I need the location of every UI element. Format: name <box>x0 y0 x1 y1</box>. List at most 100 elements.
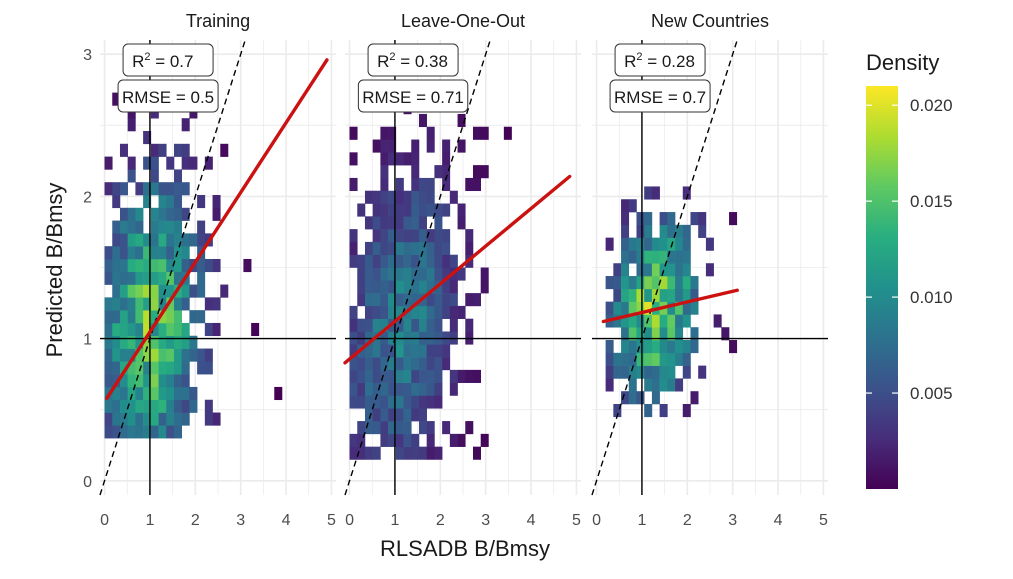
density-tile <box>675 288 684 302</box>
density-tile <box>411 433 420 447</box>
density-tile <box>150 143 159 157</box>
density-tile <box>705 263 714 277</box>
legend-tick-label: 0.005 <box>910 384 953 403</box>
density-tile <box>465 293 474 307</box>
density-tile <box>442 203 451 217</box>
density-tile <box>659 237 668 251</box>
density-tile <box>119 425 128 439</box>
density-tile <box>135 348 144 362</box>
density-tile <box>158 335 167 349</box>
density-tile <box>644 404 653 418</box>
density-tile <box>372 254 381 268</box>
x-tick-label: 4 <box>774 512 783 529</box>
panel-2: Leave-One-Out R2 = 0.38 RMSE = 0.71 0 1 2 3 4 5 <box>343 11 581 529</box>
r2-label-text: R2 = 0.28 <box>624 51 695 71</box>
density-tile <box>465 421 474 435</box>
density-tile <box>119 348 128 362</box>
density-tile <box>675 327 684 341</box>
density-tile <box>628 314 637 328</box>
density-tile <box>204 297 213 311</box>
density-tile <box>465 177 474 192</box>
density-tile <box>197 348 206 362</box>
density-tile <box>411 190 420 204</box>
density-tile <box>357 421 366 435</box>
y-tick-label: 2 <box>83 189 92 206</box>
legend-tick-label: 0.010 <box>910 288 953 307</box>
density-tile <box>357 433 366 447</box>
rmse-label: RMSE = 0.5 <box>117 79 219 113</box>
density-tile <box>403 280 412 294</box>
density-tile <box>395 190 404 204</box>
rmse-label-box <box>609 79 711 113</box>
density-tile <box>349 241 358 256</box>
density-tile <box>380 139 389 153</box>
density-tile <box>349 433 358 447</box>
density-tile <box>395 357 404 371</box>
density-tile <box>480 126 489 140</box>
density-tile <box>135 374 144 388</box>
density-tile <box>189 348 198 362</box>
density-tile <box>705 237 714 251</box>
density-tile <box>349 446 358 460</box>
density-tile <box>418 357 427 371</box>
density-tile <box>434 357 443 371</box>
density-tile <box>636 250 645 264</box>
density-tile <box>380 165 389 179</box>
density-tile <box>274 386 283 401</box>
density-tile <box>127 310 136 324</box>
x-tick-label: 4 <box>527 512 536 529</box>
density-tile <box>426 369 435 383</box>
density-tile <box>112 425 121 439</box>
density-tile <box>127 156 136 170</box>
density-tile <box>181 143 190 157</box>
density-tile <box>659 365 668 379</box>
density-tile <box>135 297 144 311</box>
density-tile <box>143 425 152 439</box>
density-tile <box>418 305 427 319</box>
density-tile <box>127 284 136 298</box>
density-tile <box>395 408 404 422</box>
density-tile <box>395 216 404 230</box>
density-tile <box>480 165 489 179</box>
density-tile <box>675 352 684 366</box>
density-tile <box>411 395 420 409</box>
density-tile <box>426 305 435 319</box>
density-tile <box>158 297 167 311</box>
density-tile <box>127 271 136 285</box>
density-tile <box>158 143 167 157</box>
density-tile <box>150 386 159 401</box>
density-tile <box>372 446 381 460</box>
density-tile <box>418 254 427 268</box>
density-tile <box>659 378 668 392</box>
density-tile <box>434 241 443 256</box>
density-tile <box>119 310 128 324</box>
rmse-label-box <box>357 79 469 113</box>
density-tile <box>127 246 136 260</box>
density-tile <box>636 224 645 238</box>
density-tile <box>112 258 121 273</box>
density-tile <box>212 412 221 426</box>
density-tile <box>418 395 427 409</box>
density-tile <box>418 177 427 192</box>
density-tile <box>426 190 435 204</box>
density-tile <box>143 131 152 145</box>
density-tile <box>442 280 451 294</box>
density-tile <box>135 310 144 324</box>
density-tile <box>472 369 481 383</box>
density-tile <box>636 263 645 277</box>
density-tile <box>380 203 389 217</box>
rmse-label: RMSE = 0.7 <box>609 79 711 113</box>
density-tile <box>119 271 128 285</box>
density-tile <box>166 246 175 260</box>
density-tile <box>503 126 512 140</box>
density-tile <box>181 284 190 298</box>
density-tile <box>181 412 190 426</box>
density-tile <box>166 182 175 196</box>
density-tile <box>349 254 358 268</box>
density-tile <box>449 293 458 307</box>
density-tile <box>372 421 381 435</box>
density-tile <box>388 254 397 268</box>
density-tile <box>388 216 397 230</box>
density-tile <box>388 433 397 447</box>
x-tick-label: 1 <box>145 512 154 529</box>
